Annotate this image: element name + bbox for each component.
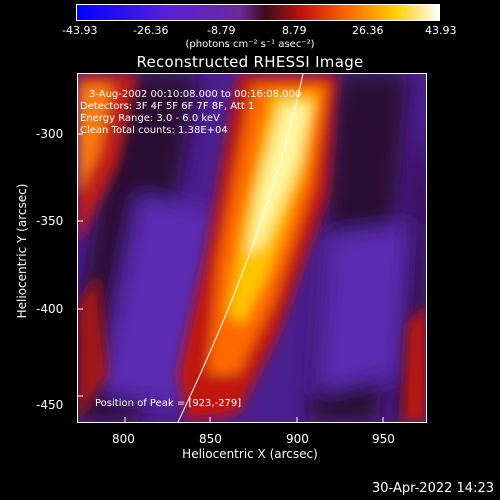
- image-title: Reconstructed RHESSI Image: [136, 53, 364, 71]
- y-axis-label: Heliocentric Y (arcsec): [15, 183, 29, 319]
- energy-range-text: Energy Range: 3.0 - 6.0 keV: [80, 113, 220, 124]
- colorbar-tick: 43.93: [425, 24, 457, 37]
- colorbar-tick: 26.36: [352, 24, 384, 37]
- colorbar: [76, 4, 440, 21]
- y-tick: -450: [36, 398, 64, 412]
- x-tick: 900: [286, 432, 309, 446]
- colorbar-tick: -8.79: [207, 24, 236, 37]
- detectors-text: Detectors: 3F 4F 5F 6F 7F 8F, Att 1: [80, 101, 255, 112]
- time-range-text: 3-Aug-2002 00:10:08.000 to 00:16:08.000: [89, 89, 302, 100]
- colorbar-tick: -26.36: [133, 24, 169, 37]
- peak-position-text: Position of Peak = [923,-279]: [95, 398, 242, 409]
- colorbar-tick: 8.79: [282, 24, 307, 37]
- x-tick: 800: [112, 432, 135, 446]
- colorbar-tick: -43.93: [62, 24, 98, 37]
- colorbar-unit: (photons cm⁻² s⁻¹ asec⁻²): [185, 39, 315, 50]
- y-tick: -350: [36, 214, 64, 228]
- y-tick: -300: [36, 127, 64, 141]
- rhessi-image: [77, 73, 427, 423]
- y-tick: -400: [36, 302, 64, 316]
- x-tick: 950: [372, 432, 395, 446]
- x-axis-label: Heliocentric X (arcsec): [182, 447, 318, 461]
- footer-date: 30-Apr-2022 14:23: [372, 481, 494, 496]
- clean-counts-text: Clean Total counts: 1.38E+04: [80, 125, 228, 136]
- x-tick: 850: [199, 432, 222, 446]
